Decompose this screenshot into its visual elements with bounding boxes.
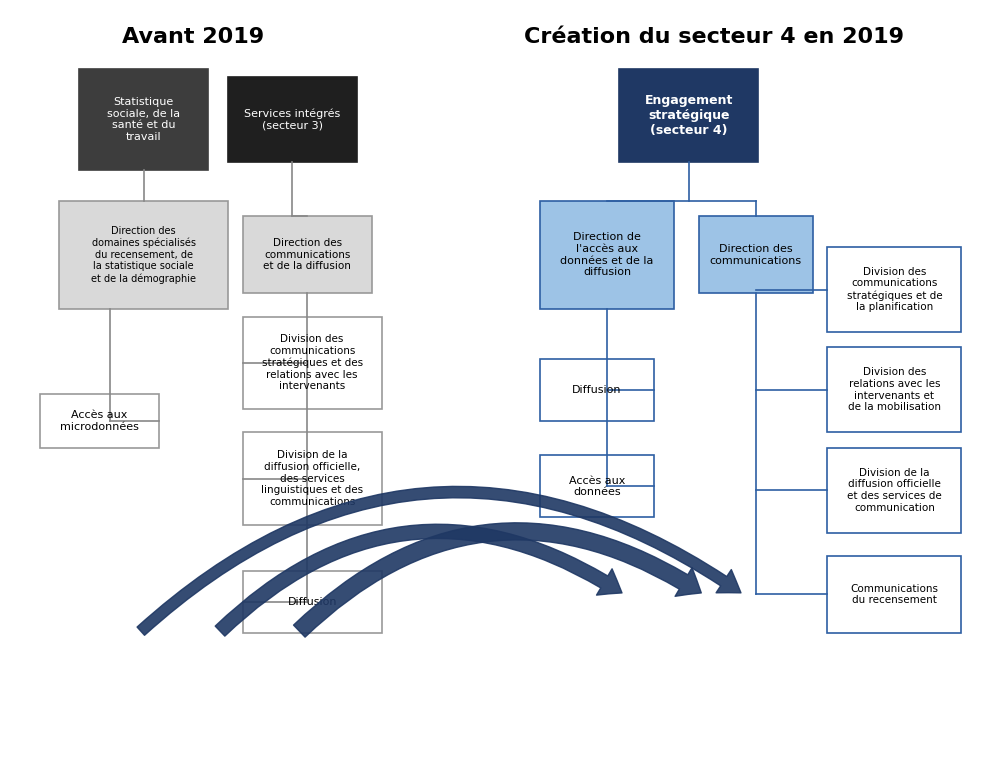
Text: Communications
du recensement: Communications du recensement (850, 584, 938, 605)
Text: Division des
communications
stratégiques et de
la planification: Division des communications stratégiques… (846, 267, 942, 312)
Text: Avant 2019: Avant 2019 (122, 27, 265, 47)
FancyBboxPatch shape (40, 394, 159, 448)
Text: Accès aux
données: Accès aux données (569, 476, 625, 497)
Text: Accès aux
microdonnées: Accès aux microdonnées (59, 410, 139, 432)
FancyBboxPatch shape (827, 247, 961, 332)
FancyBboxPatch shape (243, 432, 382, 525)
FancyBboxPatch shape (699, 216, 813, 293)
Text: Division des
communications
stratégiques et des
relations avec les
intervenants: Division des communications stratégiques… (262, 334, 363, 391)
FancyBboxPatch shape (243, 571, 382, 633)
Text: Division de la
diffusion officielle
et des services de
communication: Division de la diffusion officielle et d… (847, 468, 941, 513)
FancyBboxPatch shape (827, 347, 961, 432)
FancyBboxPatch shape (540, 455, 654, 517)
Text: Direction de
l'accès aux
données et de la
diffusion: Direction de l'accès aux données et de l… (560, 232, 654, 277)
Text: Direction des
communications: Direction des communications (710, 244, 802, 266)
Text: Direction des
domaines spécialisés
du recensement, de
la statistique sociale
et : Direction des domaines spécialisés du re… (91, 226, 196, 283)
FancyBboxPatch shape (243, 216, 372, 293)
Text: Diffusion: Diffusion (287, 598, 337, 607)
FancyArrowPatch shape (137, 486, 741, 635)
FancyBboxPatch shape (827, 556, 961, 633)
FancyBboxPatch shape (619, 69, 758, 162)
FancyArrowPatch shape (215, 524, 622, 636)
Text: Création du secteur 4 en 2019: Création du secteur 4 en 2019 (523, 27, 904, 47)
FancyBboxPatch shape (59, 201, 228, 309)
Text: Direction des
communications
et de la diffusion: Direction des communications et de la di… (264, 238, 351, 272)
FancyBboxPatch shape (540, 359, 654, 421)
FancyBboxPatch shape (540, 201, 674, 309)
Text: Division des
relations avec les
intervenants et
de la mobilisation: Division des relations avec les interven… (848, 367, 940, 412)
Text: Services intégrés
(secteur 3): Services intégrés (secteur 3) (244, 109, 341, 130)
FancyBboxPatch shape (243, 317, 382, 409)
FancyBboxPatch shape (79, 69, 208, 170)
Text: Diffusion: Diffusion (573, 385, 621, 394)
Text: Statistique
sociale, de la
santé et du
travail: Statistique sociale, de la santé et du t… (107, 97, 180, 142)
FancyBboxPatch shape (228, 77, 357, 162)
Text: Division de la
diffusion officielle,
des services
linguistiques et des
communica: Division de la diffusion officielle, des… (261, 450, 364, 507)
Text: Engagement
stratégique
(secteur 4): Engagement stratégique (secteur 4) (644, 94, 733, 137)
FancyBboxPatch shape (827, 448, 961, 533)
FancyArrowPatch shape (293, 523, 702, 637)
